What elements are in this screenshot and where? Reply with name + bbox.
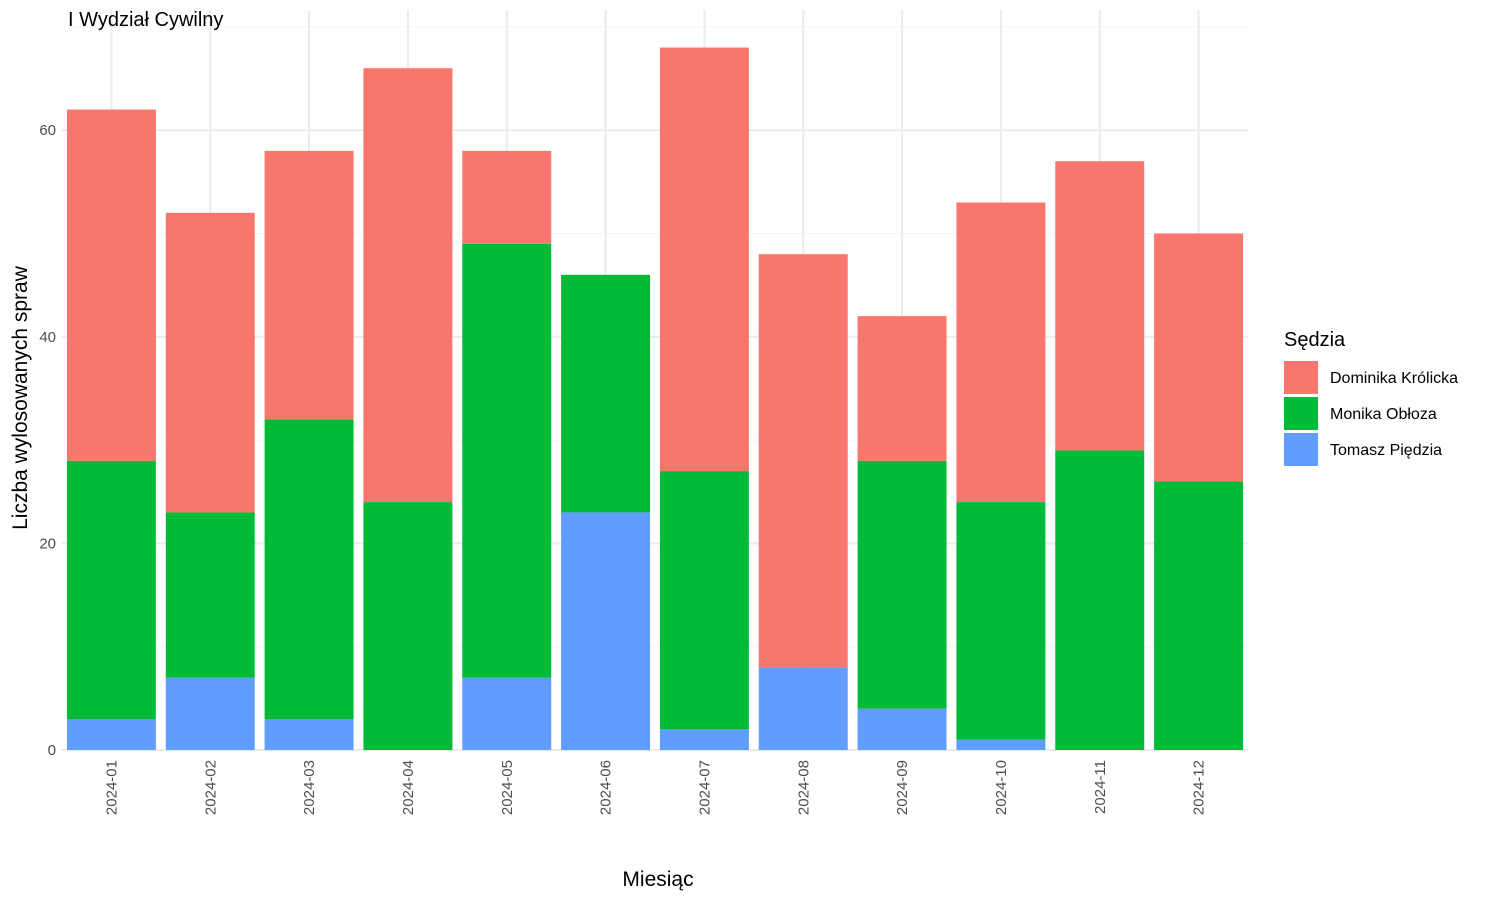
x-tick-label: 2024-10 [993, 760, 1010, 815]
y-tick-label: 0 [48, 742, 56, 759]
bar-segment [462, 677, 552, 750]
y-tick-label: 40 [39, 329, 56, 346]
y-axis: 0 20 40 60 [39, 122, 56, 759]
legend-title: Sędzia [1284, 329, 1346, 351]
bar-segment [66, 109, 156, 461]
bar-segment [561, 274, 651, 513]
bar-segment [264, 719, 354, 750]
bar-segment [956, 739, 1046, 750]
bar-segment [462, 243, 552, 678]
x-axis: 2024-01 2024-02 2024-03 2024-04 2024-05 2024-… [103, 760, 1207, 815]
y-tick-label: 20 [39, 535, 56, 552]
bar-segment [264, 150, 354, 420]
x-tick-label: 2024-01 [103, 760, 120, 815]
x-tick-label: 2024-03 [301, 760, 318, 815]
bar-segment [66, 719, 156, 750]
bar-segment [659, 471, 749, 730]
legend-label: Tomasz Piędzia [1330, 442, 1442, 459]
x-tick-label: 2024-02 [202, 760, 219, 815]
chart-title: I Wydział Cywilny [68, 9, 223, 31]
bar-segment [363, 502, 453, 750]
y-tick-label: 60 [39, 122, 56, 139]
bar-segment [1154, 481, 1244, 750]
x-tick-label: 2024-09 [894, 760, 911, 815]
bar-segment [857, 316, 947, 461]
bar-segment [462, 150, 552, 244]
x-tick-label: 2024-11 [1092, 760, 1109, 814]
bar-segment [66, 460, 156, 720]
bar-segment [1055, 161, 1145, 451]
bar-segment [857, 708, 947, 750]
x-tick-label: 2024-07 [696, 760, 713, 815]
bar-segment [857, 460, 947, 709]
bar-segment [758, 254, 848, 668]
bar-segment [561, 512, 651, 750]
legend-swatch [1284, 361, 1318, 394]
bar-segment [264, 419, 354, 720]
bar-segment [659, 47, 749, 472]
y-axis-title: Liczba wylosowanych spraw [9, 265, 32, 530]
x-tick-label: 2024-05 [499, 760, 516, 815]
bar-segment [956, 202, 1046, 503]
legend-label: Monika Obłoza [1330, 406, 1437, 423]
bar-segment [758, 667, 848, 750]
x-tick-label: 2024-04 [400, 760, 417, 815]
legend-label: Dominika Królicka [1330, 370, 1458, 387]
x-axis-title: Miesiąc [622, 868, 693, 891]
bar-segment [165, 512, 255, 678]
x-tick-label: 2024-06 [598, 760, 615, 815]
bar-segment [363, 68, 453, 503]
x-tick-label: 2024-08 [795, 760, 812, 815]
legend-swatch [1284, 433, 1318, 466]
x-tick-label: 2024-12 [1191, 760, 1208, 815]
bar-segment [956, 502, 1046, 740]
bars [66, 47, 1244, 750]
bar-segment [165, 677, 255, 750]
bar-segment [165, 212, 255, 513]
legend: Sędzia Dominika Królicka Monika Obłoza Tom… [1284, 329, 1458, 466]
bar-segment [659, 729, 749, 750]
legend-swatch [1284, 397, 1318, 430]
bar-segment [1055, 450, 1145, 750]
bar-segment [1154, 233, 1244, 482]
